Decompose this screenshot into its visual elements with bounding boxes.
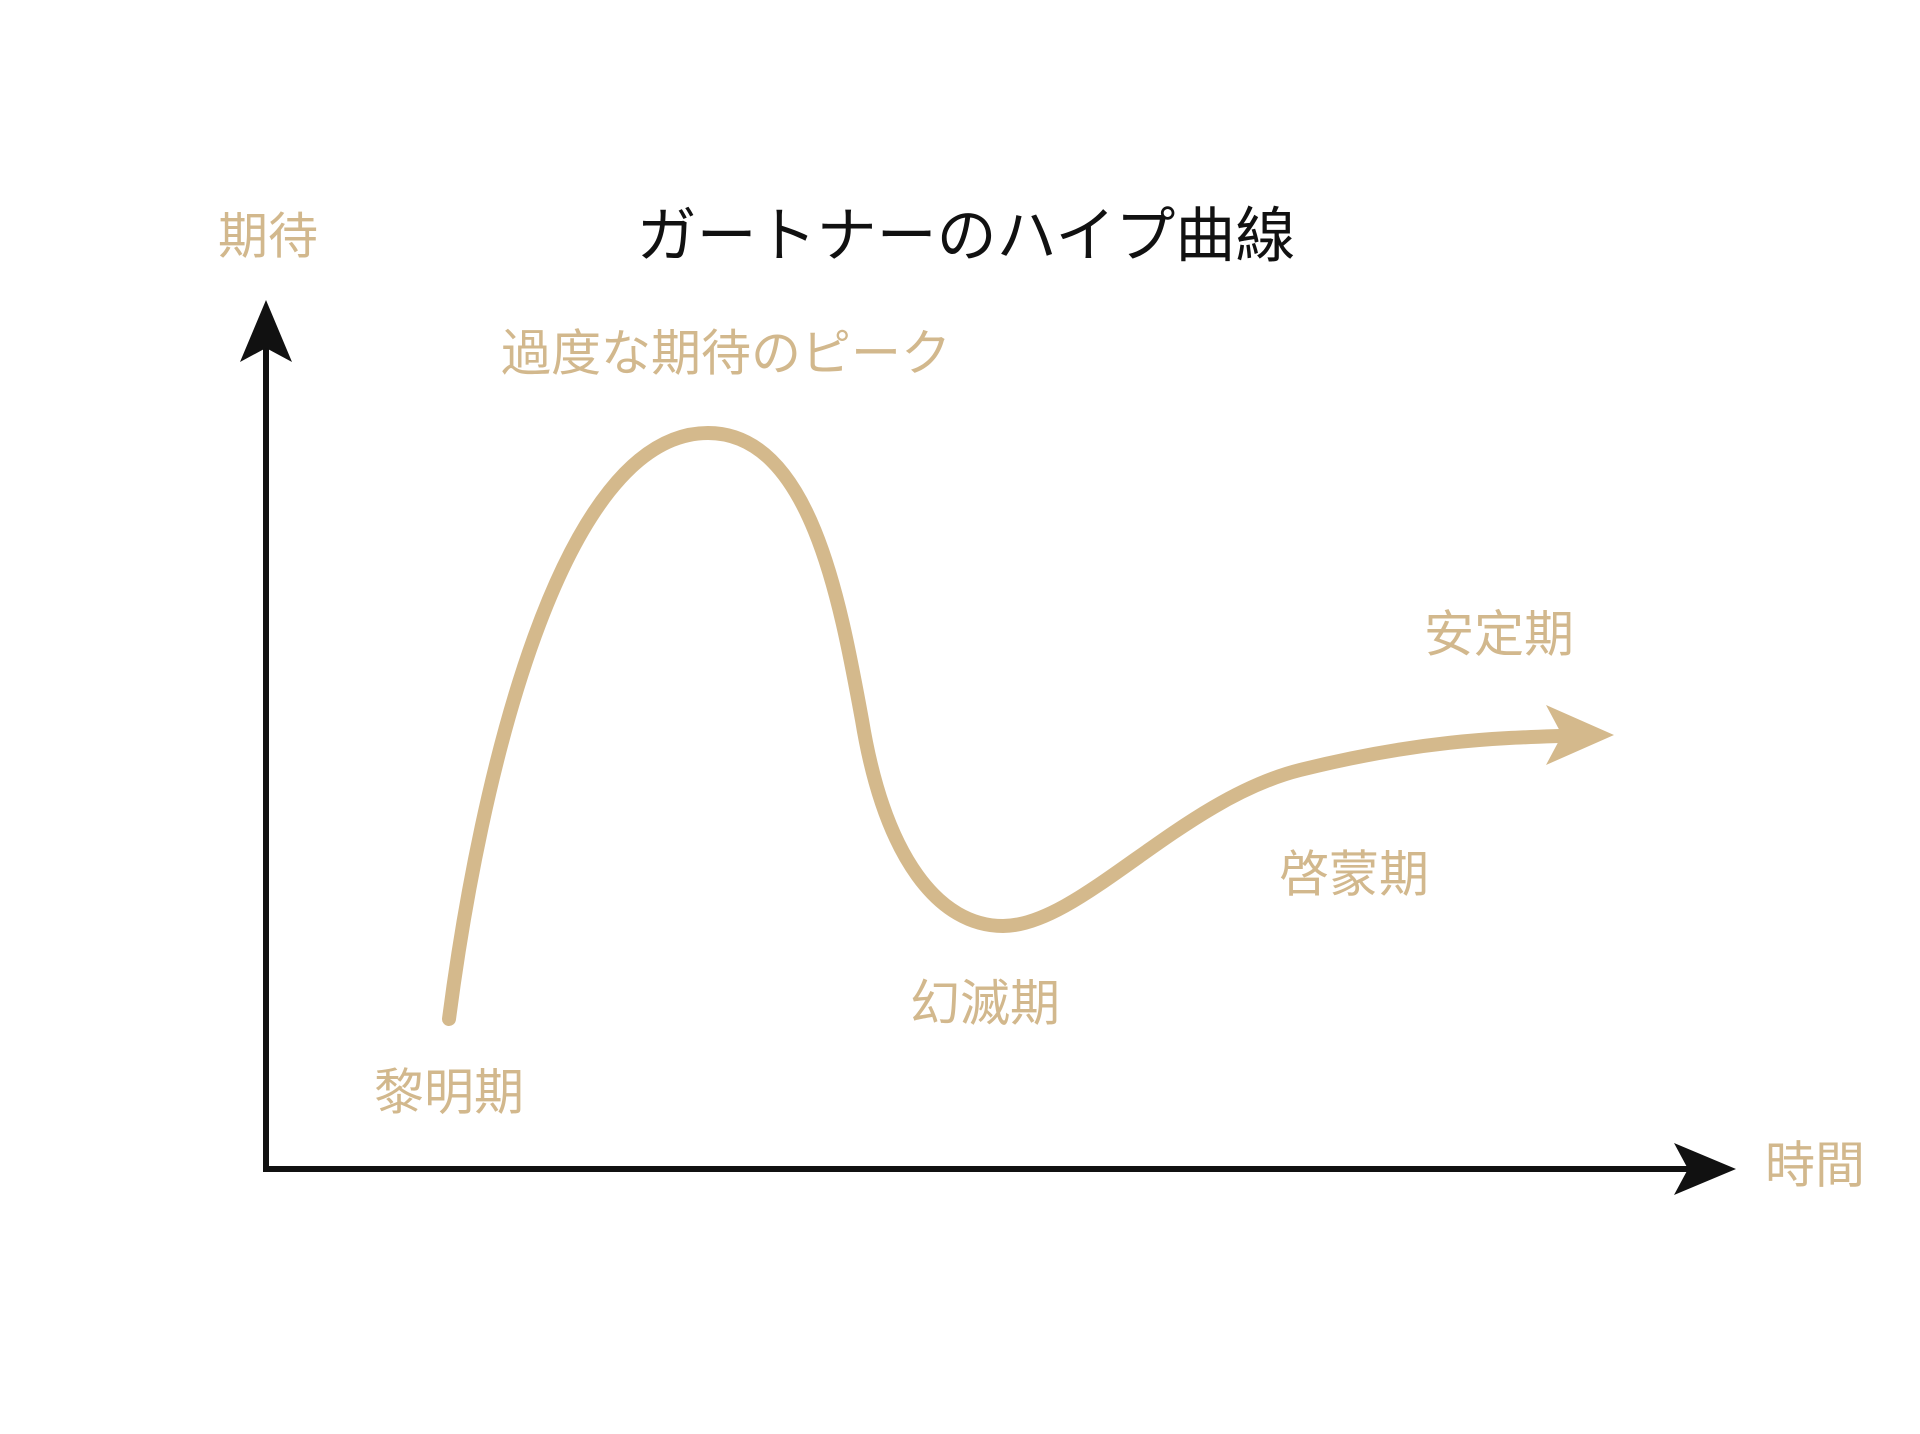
- y-axis-arrow: [240, 300, 292, 362]
- y-axis-label: 期待: [218, 208, 318, 266]
- phase-label: 黎明期: [374, 1064, 524, 1122]
- curve-arrow: [1546, 705, 1614, 765]
- phase-label: 啓蒙期: [1279, 846, 1429, 904]
- title: ガートナーのハイプ曲線: [637, 202, 1296, 272]
- phase-label: 安定期: [1424, 606, 1574, 664]
- hype-curve: [442, 425, 1567, 1026]
- x-axis-label: 時間: [1765, 1137, 1865, 1195]
- x-axis-arrow: [1674, 1143, 1736, 1195]
- phase-label: 過度な期待のピーク: [501, 325, 951, 383]
- phase-label: 幻滅期: [910, 975, 1060, 1033]
